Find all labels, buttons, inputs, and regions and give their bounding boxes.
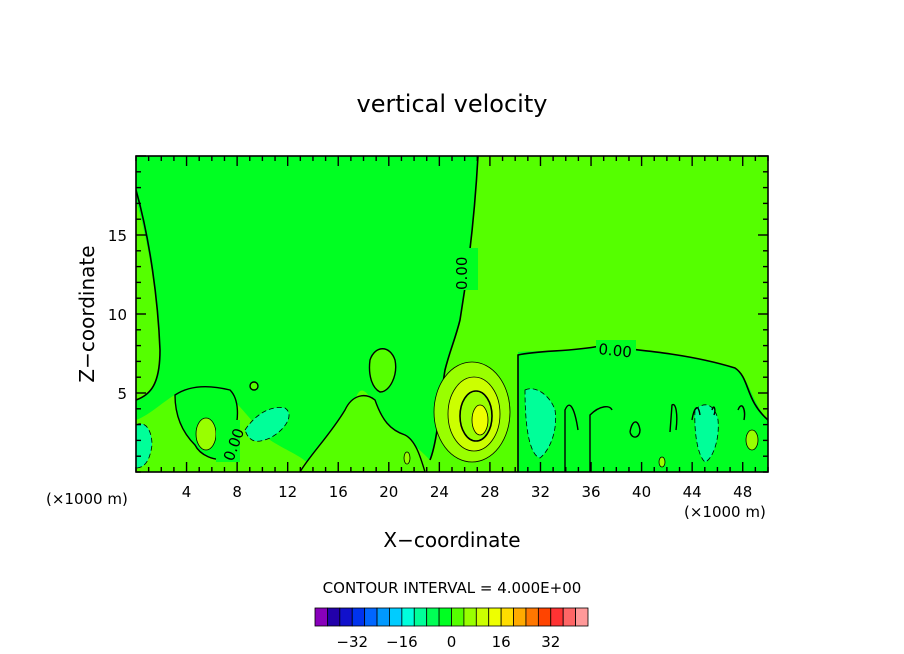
y-axis-ticks: 5 10 15 bbox=[108, 155, 768, 473]
colorbar bbox=[314, 607, 589, 627]
colorbar-swatch bbox=[475, 607, 490, 627]
colorbar-swatch bbox=[438, 607, 452, 627]
x-tick-label: 4 bbox=[182, 483, 192, 501]
colorbar-swatch bbox=[488, 607, 502, 627]
fingers-lower-right bbox=[564, 403, 746, 472]
cell-near-20 bbox=[368, 348, 397, 393]
x-tick-label: 44 bbox=[683, 483, 702, 501]
x-tick-label: 28 bbox=[480, 483, 499, 501]
colorbar-swatch bbox=[550, 607, 564, 627]
colorbar-swatch bbox=[525, 607, 539, 627]
contour-label-right: 0.00 bbox=[598, 340, 633, 361]
x-axis-label: X−coordinate bbox=[383, 528, 520, 552]
x-tick-label: 8 bbox=[232, 483, 242, 501]
colorbar-swatch bbox=[537, 607, 552, 627]
colorbar-tick-label: −32 bbox=[336, 633, 368, 651]
colorbar-swatch bbox=[451, 607, 465, 627]
updraft-left-core bbox=[195, 417, 217, 451]
contour-interval-text: CONTOUR INTERVAL = 4.000E+00 bbox=[323, 579, 582, 597]
colorbar-swatch bbox=[327, 607, 341, 627]
colorbar-swatch bbox=[562, 607, 576, 627]
small-cell-far-right bbox=[745, 429, 759, 451]
downdraft-cell-middle bbox=[244, 407, 290, 442]
colorbar-swatch bbox=[500, 607, 514, 627]
downdraft-cell-left bbox=[136, 423, 153, 469]
colorbar-tick-label: 0 bbox=[447, 633, 457, 651]
colorbar-swatch bbox=[575, 607, 589, 627]
contour-zero-line-right bbox=[517, 345, 768, 472]
colorbar-swatch bbox=[413, 607, 428, 627]
colorbar-swatch bbox=[389, 607, 403, 627]
colorbar-swatch bbox=[426, 607, 440, 627]
colorbar-swatch bbox=[401, 607, 415, 627]
colorbar-swatch bbox=[339, 607, 353, 627]
chart-title: vertical velocity bbox=[357, 90, 548, 118]
x-tick-label: 12 bbox=[278, 483, 297, 501]
x-tick-label: 48 bbox=[733, 483, 752, 501]
x-tick-label: 16 bbox=[329, 483, 348, 501]
contour-zero-line-left bbox=[136, 189, 161, 401]
cell-near-10 bbox=[249, 381, 259, 391]
colorbar-tick-label: −16 bbox=[386, 633, 418, 651]
x-tick-label: 32 bbox=[531, 483, 550, 501]
colorbar-tick-label: 32 bbox=[541, 633, 560, 651]
contour-label-upper: 0.00 bbox=[453, 257, 471, 290]
x-tick-label: 36 bbox=[581, 483, 600, 501]
colorbar-labels: −32 −16 0 16 32 bbox=[336, 633, 560, 651]
x-axis-ticks: 4 8 12 16 20 24 28 32 36 40 44 48 bbox=[135, 156, 769, 501]
y-tick-label: 10 bbox=[108, 306, 127, 324]
y-tick-label: 15 bbox=[108, 227, 127, 245]
x-unit-right: (×1000 m) bbox=[684, 503, 766, 521]
small-cell-near-20-lower bbox=[403, 451, 411, 465]
colorbar-swatch bbox=[351, 607, 366, 627]
plot-area: 0.00 0.00 0.00 bbox=[136, 156, 768, 472]
downdraft-cell-far-right bbox=[694, 404, 719, 463]
colorbar-swatch bbox=[376, 607, 390, 627]
small-cell-near-28-lower bbox=[658, 456, 666, 468]
colorbar-swatch bbox=[314, 607, 328, 627]
y-tick-label: 5 bbox=[117, 385, 127, 403]
cell-lower-middle bbox=[299, 394, 426, 472]
colorbar-swatch bbox=[463, 607, 477, 627]
x-tick-label: 20 bbox=[379, 483, 398, 501]
x-unit-left: (×1000 m) bbox=[46, 490, 128, 508]
positive-region-left bbox=[136, 156, 160, 400]
colorbar-tick-label: 16 bbox=[492, 633, 511, 651]
colorbar-swatch bbox=[364, 607, 378, 627]
colorbar-swatch bbox=[513, 607, 527, 627]
x-tick-label: 24 bbox=[430, 483, 449, 501]
y-axis-label: Z−coordinate bbox=[75, 245, 99, 382]
downdraft-cell-right bbox=[524, 388, 557, 459]
updraft-core bbox=[471, 404, 489, 436]
x-tick-label: 40 bbox=[632, 483, 651, 501]
